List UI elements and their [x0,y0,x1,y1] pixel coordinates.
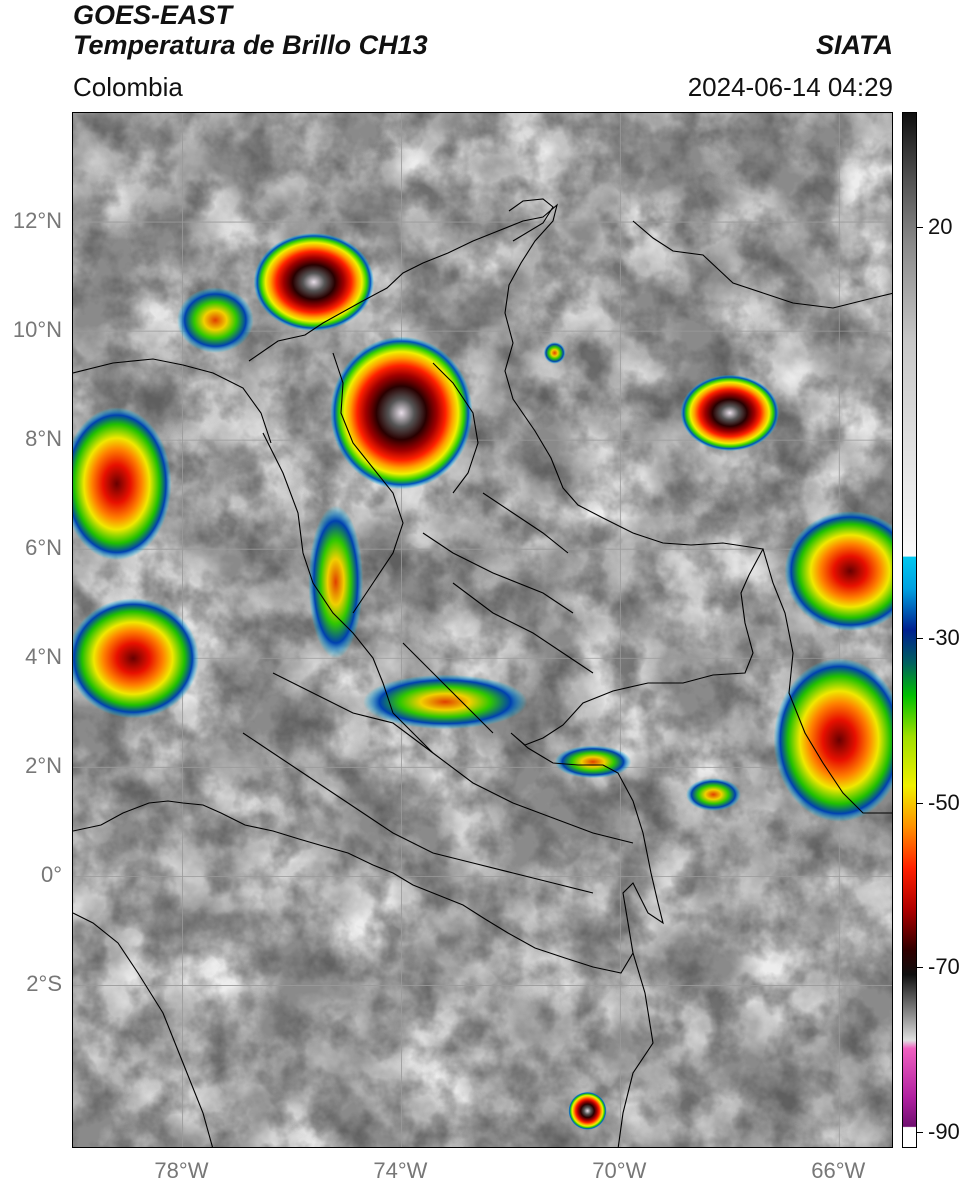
title-satellite: GOES-EAST [73,0,233,30]
storm-cell-andes-central [308,505,364,659]
storm-cell-caribbean-north [253,232,375,332]
colorbar-tick-mark [917,227,923,229]
storm-cell-amazon-south [568,1091,607,1130]
venezuela-coast [508,198,892,309]
title-product: Temperatura de Brillo CH13 [73,30,428,60]
storm-cell-vichada [554,745,632,779]
venezuela-amazon-border [762,548,892,814]
storm-cell-guajira-small [543,342,566,364]
lon-tick-label: 78°W [154,1158,209,1183]
departments-e [432,362,569,554]
lat-tick-label: 10°N [12,317,62,343]
lon-tick-label: 66°W [811,1158,866,1183]
graticule [73,113,892,1147]
colorbar-tick-mark [917,967,923,969]
peru-border [617,952,654,1147]
colorbar-tick-label: 20 [928,214,953,240]
colorbar-tick-label: -70 [928,954,960,980]
timestamp-label: 2024-06-14 04:29 [687,72,893,102]
storm-cell-cordoba [176,287,254,353]
storm-cell-guainia [686,778,741,811]
panama-isthmus [73,358,272,444]
lat-tick-label: 6°N [25,535,62,561]
storm-cell-choco-coast [73,407,172,561]
departments-b [332,352,404,614]
satellite-map[interactable] [72,112,893,1148]
brand-label: SIATA [816,30,893,60]
map-canvas [73,113,892,1147]
lat-tick-label: 0° [40,862,62,888]
departments-f [242,732,594,894]
storm-cell-magdalena-medio [330,336,473,490]
lat-tick-label: 2°N [25,753,62,779]
lat-tick-label: 12°N [12,208,62,234]
colorbar-tick-mark [917,802,923,804]
lon-tick-label: 74°W [373,1158,428,1183]
departments-c [402,532,594,734]
region-label: Colombia [73,72,183,102]
storm-cell-llanos-arc [363,674,528,730]
colorbar-tick-label: -30 [928,625,960,651]
departments-a [262,432,434,754]
colorbar-tick-mark [917,638,923,640]
colombia-border [73,203,764,974]
storm-cell-amazonas-east [773,658,892,822]
lon-tick-label: 70°W [592,1158,647,1183]
departments-d [272,672,634,844]
lat-tick-label: 2°S [26,971,62,997]
ecuador-coast [73,912,214,1147]
temperature-colorbar [902,112,917,1148]
colorbar-tick-label: -90 [928,1118,960,1144]
lat-tick-label: 8°N [25,426,62,452]
storm-cell-pacific-west [73,598,199,719]
colorbar-tick-label: -50 [928,789,960,815]
colorbar-tick-mark [917,1131,923,1133]
political-borders [73,198,892,1147]
storm-cell-venezuela-north [680,374,780,452]
storm-cell-orinoco-east [784,511,892,631]
lat-tick-label: 4°N [25,644,62,670]
